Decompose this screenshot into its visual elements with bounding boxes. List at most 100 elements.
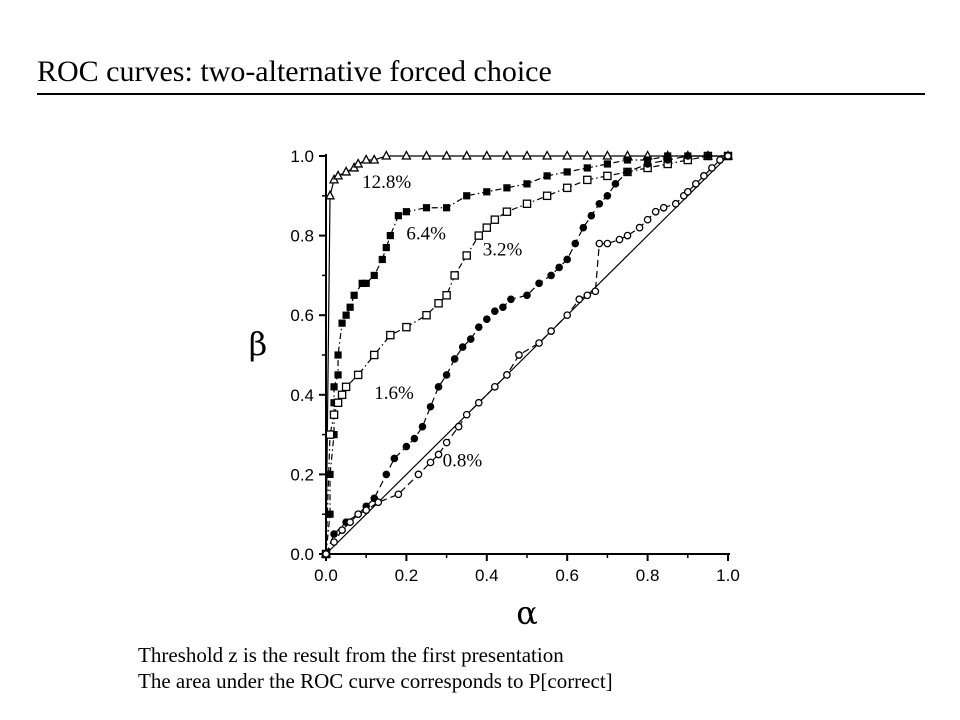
data-point [330, 538, 338, 546]
data-point [414, 470, 423, 479]
data-point [474, 323, 483, 331]
data-point [474, 231, 484, 240]
data-point [623, 231, 632, 240]
data-point [663, 156, 672, 164]
data-point [635, 223, 644, 232]
data-point [350, 291, 358, 299]
data-point [362, 506, 371, 515]
data-point [563, 311, 572, 320]
data-point [346, 518, 354, 527]
data-point [353, 370, 363, 380]
y-tick-label: 0.2 [290, 465, 314, 484]
y-tick-label: 0.8 [290, 227, 314, 246]
data-point [442, 438, 451, 447]
data-point [562, 150, 573, 160]
data-point [507, 295, 515, 304]
data-point [322, 550, 330, 558]
roc-chart: 0.0 0.2 0.4 0.6 0.8 1.0 0.0 0.2 0.4 0.6 0.8 1.0 α β 12… [249, 147, 740, 630]
data-point [354, 510, 363, 519]
data-point [394, 212, 402, 220]
data-point [421, 150, 432, 160]
data-point [683, 187, 692, 196]
data-point [708, 164, 716, 172]
data-point [602, 150, 613, 160]
data-point [684, 152, 692, 160]
data-point [463, 192, 471, 200]
data-point [583, 164, 591, 172]
data-point [535, 279, 543, 288]
series-line [325, 155, 729, 555]
data-point [704, 152, 712, 160]
data-point [591, 287, 600, 296]
data-point [644, 156, 652, 164]
series-layer [320, 150, 734, 559]
data-point [664, 152, 672, 160]
data-point [330, 383, 338, 391]
x-tick-label: 1.0 [716, 566, 740, 585]
data-point [481, 150, 492, 160]
data-point [394, 490, 403, 499]
data-point [490, 382, 499, 391]
data-point [499, 303, 507, 312]
data-point [571, 239, 580, 248]
data-point [401, 150, 412, 160]
data-point [374, 498, 383, 507]
data-point [502, 207, 512, 216]
data-point [326, 470, 334, 478]
data-point [623, 156, 632, 164]
data-point [382, 243, 390, 252]
data-point [466, 335, 475, 343]
data-point [326, 510, 334, 518]
x-tick-label: 0.0 [314, 566, 338, 585]
curve-label: 0.8% [443, 450, 483, 471]
data-point [491, 307, 499, 316]
data-point [378, 255, 386, 264]
data-point [450, 355, 459, 363]
data-point [535, 339, 543, 347]
y-axis-label: β [249, 325, 268, 363]
data-point [474, 398, 483, 407]
slide-title: ROC curves: two-alternative forced choic… [37, 55, 552, 88]
data-point [422, 204, 431, 212]
data-point [522, 199, 532, 209]
data-point [441, 150, 452, 160]
data-point [402, 208, 410, 216]
data-point [521, 150, 533, 160]
data-point [575, 295, 584, 304]
caption-area: The area under the ROC curve corresponds… [138, 669, 613, 693]
data-point [603, 171, 612, 181]
data-point [434, 383, 443, 391]
data-point [603, 160, 611, 168]
caption-threshold: Threshold z is the result from the first… [138, 643, 564, 667]
data-point [691, 180, 700, 188]
data-point [450, 271, 459, 280]
data-point [461, 150, 472, 160]
data-point [603, 192, 612, 200]
data-point [434, 450, 443, 459]
y-tick-label: 0.6 [290, 306, 314, 325]
markers-0-8pct [322, 152, 732, 558]
data-point [337, 390, 347, 400]
data-point [370, 271, 378, 279]
data-point [418, 422, 427, 431]
data-point [324, 189, 336, 200]
data-point [542, 150, 553, 160]
data-point [338, 526, 346, 534]
data-point [483, 315, 491, 323]
data-point [582, 150, 593, 160]
curve-label: 12.8% [362, 172, 411, 193]
data-point [563, 255, 571, 264]
data-point [426, 402, 435, 411]
data-point [623, 168, 632, 176]
data-point [338, 319, 346, 327]
data-point [369, 350, 379, 360]
x-tick-label: 0.4 [475, 566, 499, 585]
data-point [603, 239, 612, 248]
data-point [595, 239, 604, 248]
series-line [325, 155, 729, 555]
chance-diagonal [325, 155, 729, 555]
data-point [651, 207, 660, 216]
data-point [386, 232, 394, 240]
y-tick-label: 1.0 [290, 147, 314, 166]
data-point [490, 215, 500, 224]
